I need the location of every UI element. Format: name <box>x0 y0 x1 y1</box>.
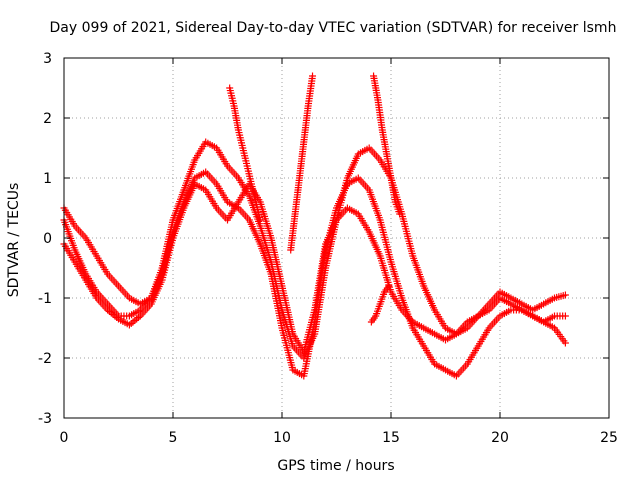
series-track-7 <box>368 283 392 326</box>
chart-title: Day 099 of 2021, Sidereal Day-to-day VTE… <box>50 20 617 36</box>
series-track-6 <box>370 73 403 218</box>
x-tick-label: 0 <box>60 430 69 446</box>
x-tick-label: 15 <box>382 430 400 446</box>
data-points <box>61 73 569 380</box>
y-tick-label: 0 <box>43 231 52 247</box>
x-tick-label: 10 <box>273 430 291 446</box>
x-axis-label: GPS time / hours <box>277 458 394 474</box>
y-tick-label: 3 <box>43 51 52 67</box>
x-tick-label: 25 <box>600 430 618 446</box>
x-tick-label: 5 <box>169 430 178 446</box>
y-tick-label: -2 <box>38 351 52 367</box>
y-tick-label: 2 <box>43 111 52 127</box>
series-track-2 <box>61 169 569 380</box>
sdtvar-chart: 0 5 10 15 20 25 -3 -2 -1 0 1 2 3 Day 099 of 2021, Si… <box>0 0 640 480</box>
x-tick-label: 20 <box>491 430 509 446</box>
series-track-5 <box>287 73 316 254</box>
y-tick-label: 1 <box>43 171 52 187</box>
y-tick-label: -1 <box>38 291 52 307</box>
y-axis-label: SDTVAR / TECUs <box>6 183 22 298</box>
y-tick-label: -3 <box>38 411 52 427</box>
grid-lines <box>64 58 609 418</box>
series-track-1 <box>61 139 569 362</box>
